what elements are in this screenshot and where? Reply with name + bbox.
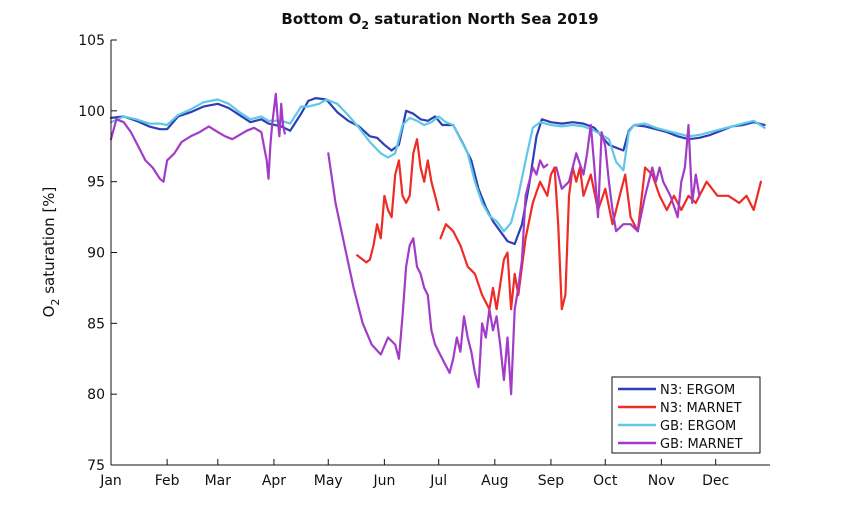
x-tick-label: May [314, 473, 343, 489]
x-tick-label: Mar [205, 473, 232, 489]
x-tick-label: Aug [481, 473, 508, 489]
chart-title: Bottom O2 saturation North Sea 2019 [281, 10, 598, 32]
x-tick-label: Nov [648, 473, 675, 489]
legend-label-1: N3: ERGOM [660, 383, 735, 398]
legend-label-4: GB: MARNET [660, 437, 743, 452]
x-tick-label: Oct [593, 473, 618, 489]
series-line-2-segment-1 [356, 138, 440, 264]
x-tick-label: Jul [429, 473, 447, 489]
y-tick-label: 105 [78, 33, 105, 49]
y-tick-label: 75 [87, 458, 105, 474]
series-line-1-segment-1 [109, 97, 766, 246]
series-line-3-segment-1 [109, 98, 766, 233]
x-tick-label: Sep [538, 473, 565, 489]
series-line-4-segment-2 [327, 152, 549, 396]
y-tick-label: 100 [78, 104, 105, 120]
y-tick-label: 95 [87, 175, 105, 191]
series-line-4-segment-1 [109, 92, 286, 183]
legend-label-2: N3: MARNET [660, 401, 742, 416]
x-tick-label: Apr [262, 473, 286, 489]
series-layer [109, 92, 766, 396]
x-tick-label: Jun [372, 473, 395, 489]
y-tick-label: 80 [87, 387, 105, 403]
legend-label-3: GB: ERGOM [660, 419, 736, 434]
y-tick-label: 85 [87, 316, 105, 332]
series-line-4-segment-3 [555, 123, 701, 233]
x-tick-label: Dec [702, 473, 729, 489]
x-tick-label: Jan [99, 473, 122, 489]
x-tick-label: Feb [155, 473, 180, 489]
y-tick-label: 90 [87, 246, 105, 262]
legend: N3: ERGOM N3: MARNET GB: ERGOM GB: MARNET [611, 376, 761, 454]
y-axis-label: O2 saturation [%] [40, 187, 62, 318]
axes: 75 80 85 90 95 100 105 Jan Feb Mar Apr May Jun Jul Aug… [78, 33, 770, 489]
series-line-2-segment-2 [439, 166, 762, 311]
